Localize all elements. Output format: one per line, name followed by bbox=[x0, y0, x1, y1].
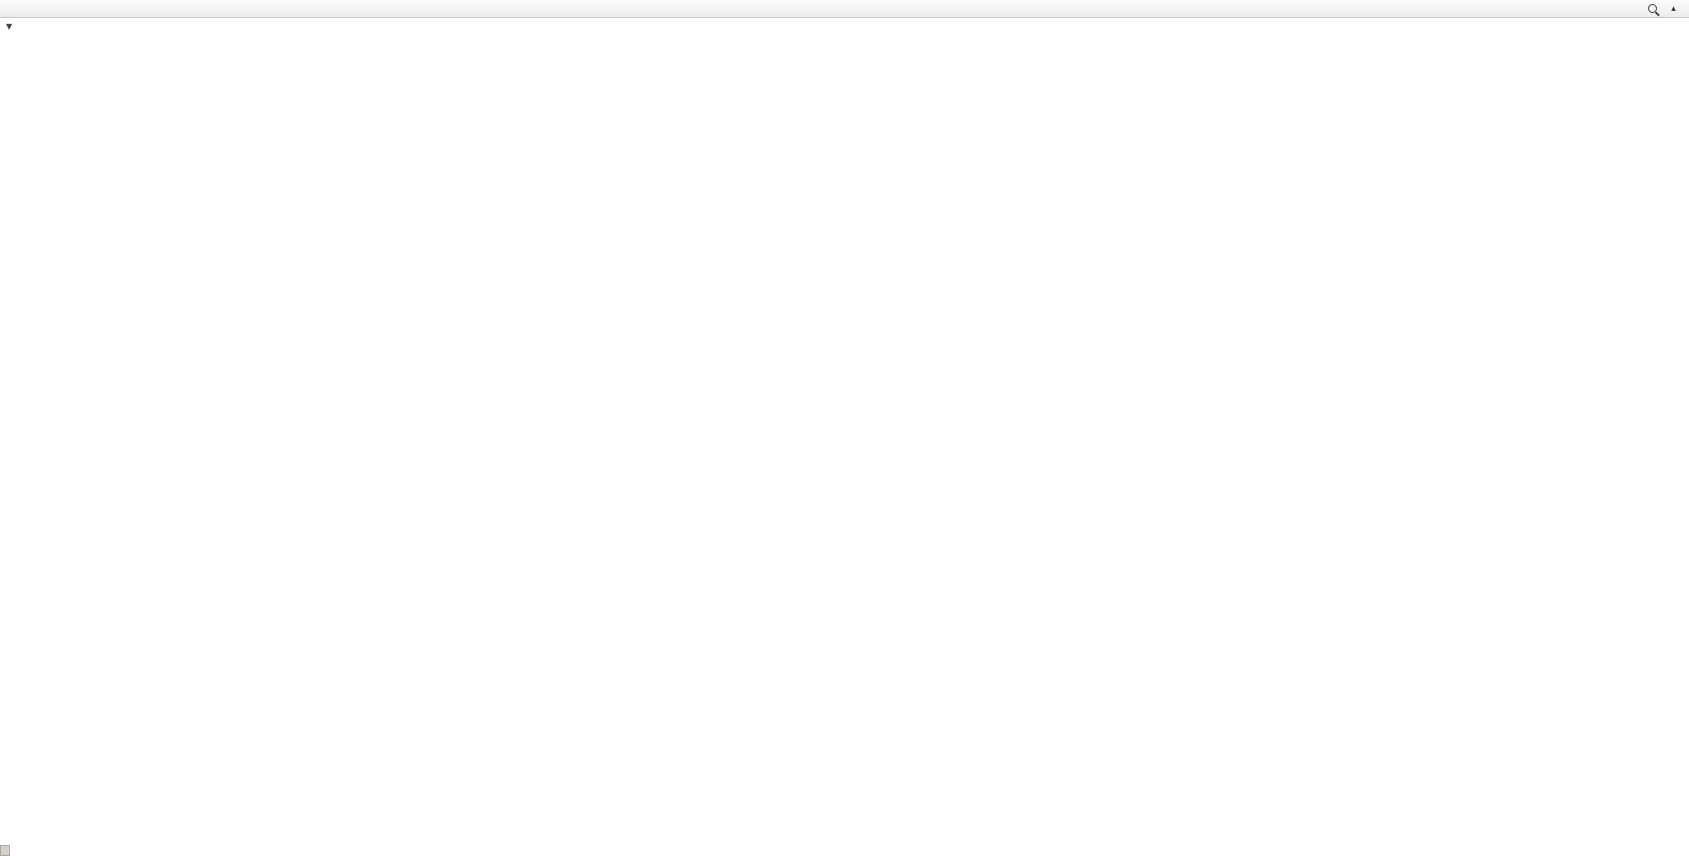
chart-title: ▼ bbox=[6, 22, 28, 31]
toolbar-right bbox=[1644, 1, 1686, 16]
toolbar bbox=[0, 0, 1689, 18]
price-chart-svg[interactable] bbox=[0, 18, 1566, 792]
window-resize-grip bbox=[0, 845, 10, 856]
chart-menu-arrow-icon[interactable]: ▼ bbox=[6, 22, 13, 31]
chart-window[interactable] bbox=[0, 18, 1566, 792]
toolbar-overflow-icon[interactable] bbox=[1666, 1, 1681, 16]
search-icon[interactable] bbox=[1645, 1, 1660, 16]
